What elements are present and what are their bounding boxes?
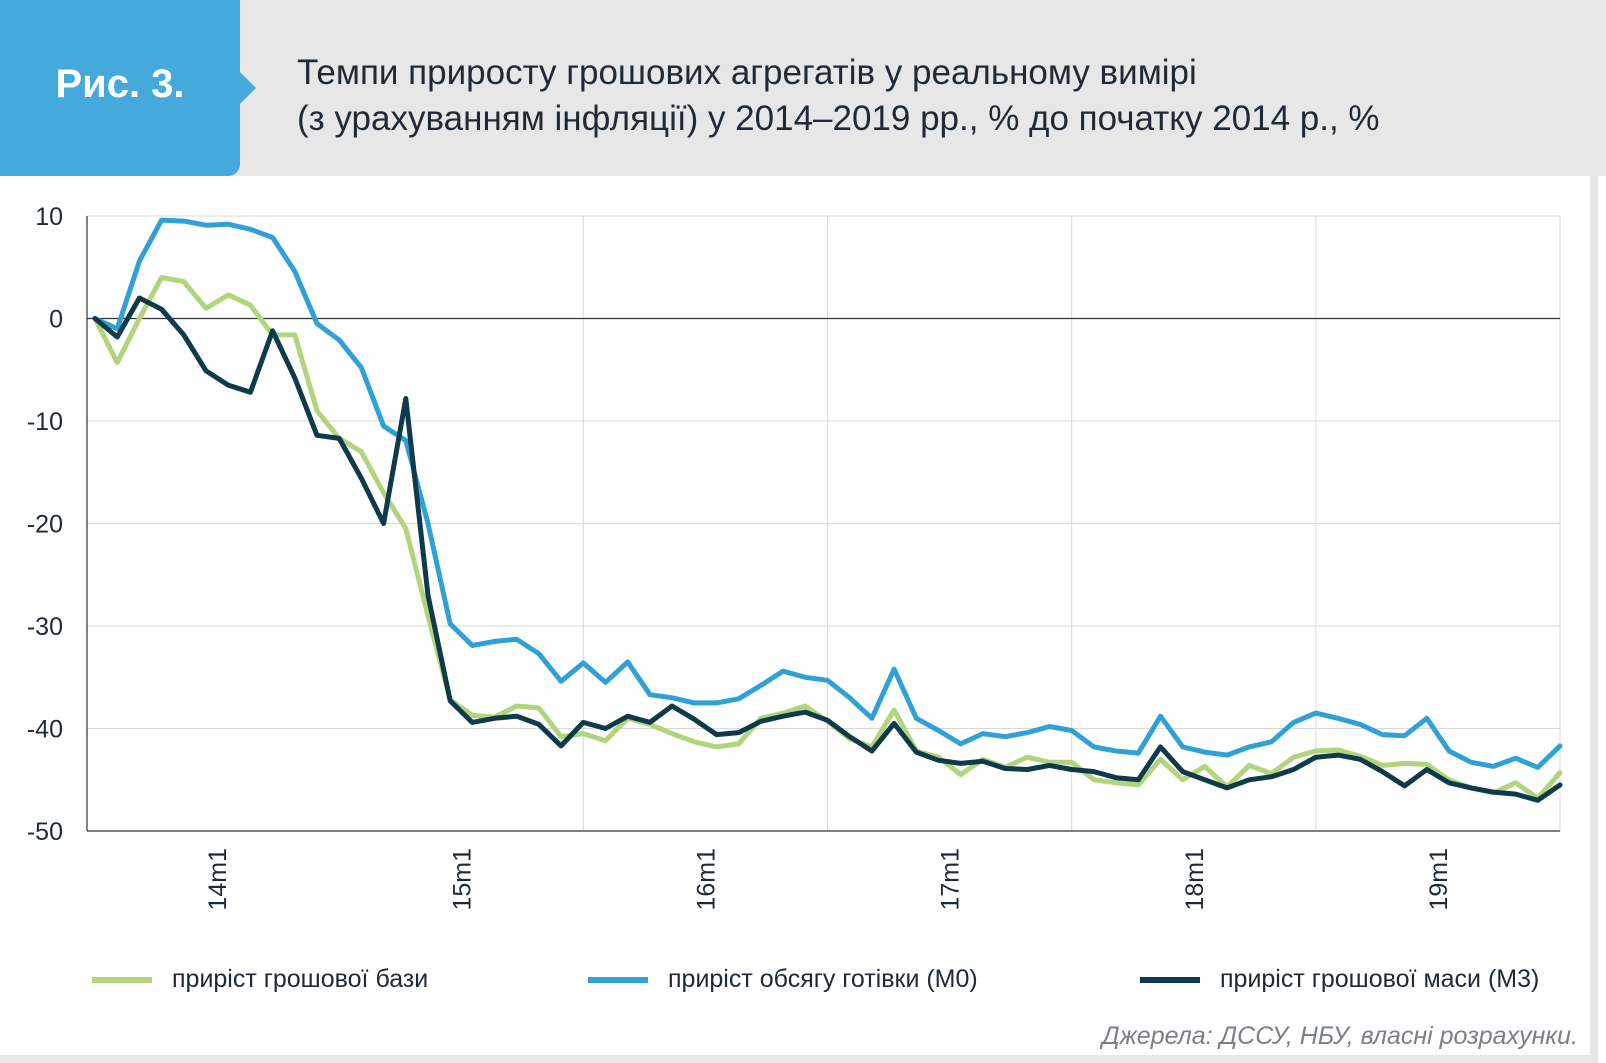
x-tick-label: 18m1	[1181, 848, 1209, 911]
x-tick-label: 14m1	[204, 848, 232, 911]
figure-tab	[0, 0, 240, 176]
series-line-2	[92, 295, 1563, 803]
x-tick-label: 15m1	[448, 848, 476, 911]
legend-item-money-supply-m3: приріст грошової маси (M3)	[1140, 965, 1539, 994]
x-tick-label: 17m1	[937, 848, 965, 911]
legend-swatch-monetary-base	[92, 976, 152, 983]
legend-label-money-supply-m3: приріст грошової маси (M3)	[1220, 965, 1540, 993]
legend-item-monetary-base: приріст грошової бази	[92, 965, 428, 994]
legend-item-cash-m0: приріст обсягу готівки (M0)	[588, 965, 978, 994]
y-tick-label: -10	[27, 408, 63, 436]
series-line-1	[92, 217, 1563, 770]
y-tick-label: -20	[27, 511, 63, 539]
chart-title-line-2: (з урахуванням інфляції) у 2014–2019 рр.…	[297, 99, 1380, 138]
y-tick-label: -40	[27, 716, 63, 744]
legend-label-cash-m0: приріст обсягу готівки (M0)	[668, 965, 978, 993]
figure-tab-arrow	[240, 72, 256, 104]
legend-swatch-money-supply-m3	[1140, 976, 1200, 983]
figure-label: Рис. 3.	[55, 62, 185, 106]
figure-frame	[0, 176, 1598, 1063]
y-tick-label: 0	[49, 306, 63, 334]
x-tick-label: 16m1	[692, 848, 720, 911]
line-chart: 10 0 -10 -20 -30 -40 -50 14m1 15m1 16m1 17m1 18m1 19…	[27, 203, 1563, 911]
y-tick-label: 10	[35, 203, 63, 231]
legend: приріст грошової бази приріст обсягу гот…	[0, 965, 1606, 1005]
y-tick-label: -30	[27, 613, 63, 641]
chart-title: Темпи приросту грошових агрегатів у реал…	[297, 50, 1587, 142]
legend-label-monetary-base: приріст грошової бази	[172, 965, 429, 993]
header-band	[0, 0, 1606, 176]
source-note: Джерела: ДССУ, НБУ, власні розрахунки.	[1102, 1022, 1578, 1050]
x-tick-label: 19m1	[1425, 848, 1453, 911]
legend-swatch-cash-m0	[588, 976, 648, 983]
y-tick-label: -50	[27, 818, 63, 846]
chart-title-line-1: Темпи приросту грошових агрегатів у реал…	[297, 53, 1197, 92]
